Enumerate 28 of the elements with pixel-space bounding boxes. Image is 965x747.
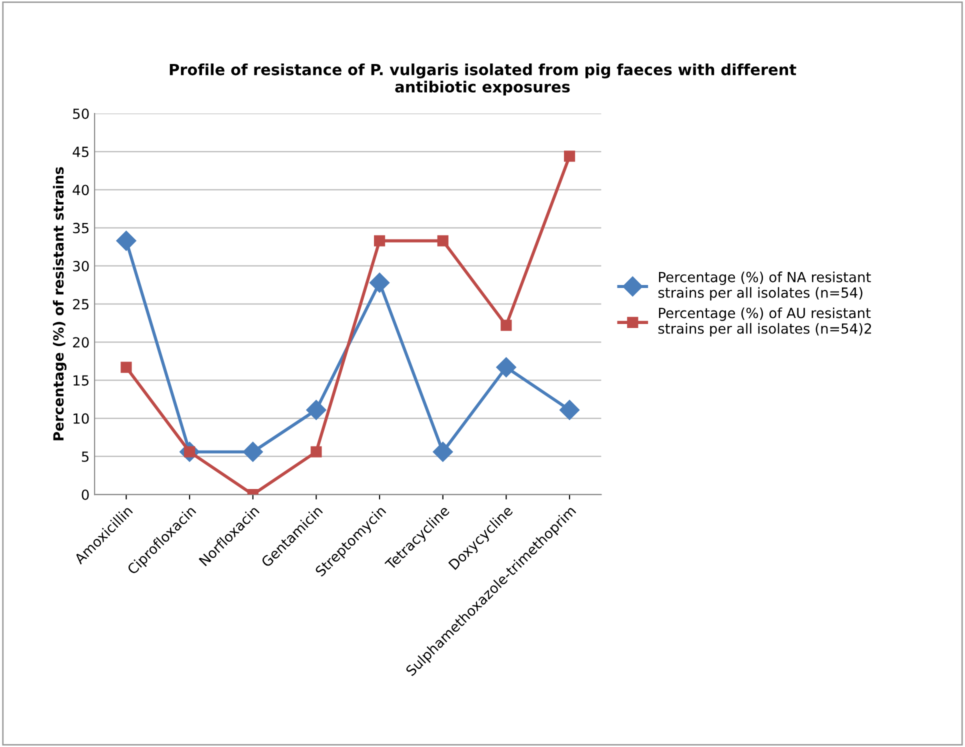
- point: [496, 357, 516, 378]
- point: [374, 235, 386, 246]
- point: [564, 150, 576, 162]
- point: [437, 235, 448, 246]
- y-tick-label: 50: [73, 108, 89, 120]
- y-tick-label: 20: [73, 337, 89, 348]
- point: [370, 272, 390, 293]
- y-tick-label: 5: [82, 452, 88, 462]
- y-tick-label: 30: [73, 260, 89, 272]
- y-tick-label: 40: [72, 184, 89, 196]
- y-tick-label: 0: [82, 489, 89, 500]
- chart-title: Profile of resistance of P. vulgaris isolated from pig faeces with different antibiotic exposures: [170, 63, 796, 96]
- point: [242, 442, 263, 462]
- point: [500, 320, 512, 331]
- y-tick-label: 25: [73, 299, 88, 310]
- y-tick-label: 10: [74, 413, 89, 424]
- y-tick-label: 35: [73, 222, 88, 234]
- point: [116, 230, 136, 251]
- point: [560, 400, 580, 420]
- point: [120, 362, 132, 373]
- legend-label: Percentage (%) of NA resistant strains per all isolates (n=54): [658, 272, 871, 301]
- y-tick-label: 45: [72, 146, 88, 158]
- point: [432, 442, 453, 462]
- point: [310, 446, 322, 458]
- point: [306, 400, 326, 420]
- legend-label: Percentage (%) of AU resistant strains per all isolates (n=54)2: [658, 308, 871, 336]
- y-axis-title: Percentage (%) of resistant strains: [52, 167, 66, 440]
- y-tick-label: 15: [74, 375, 88, 386]
